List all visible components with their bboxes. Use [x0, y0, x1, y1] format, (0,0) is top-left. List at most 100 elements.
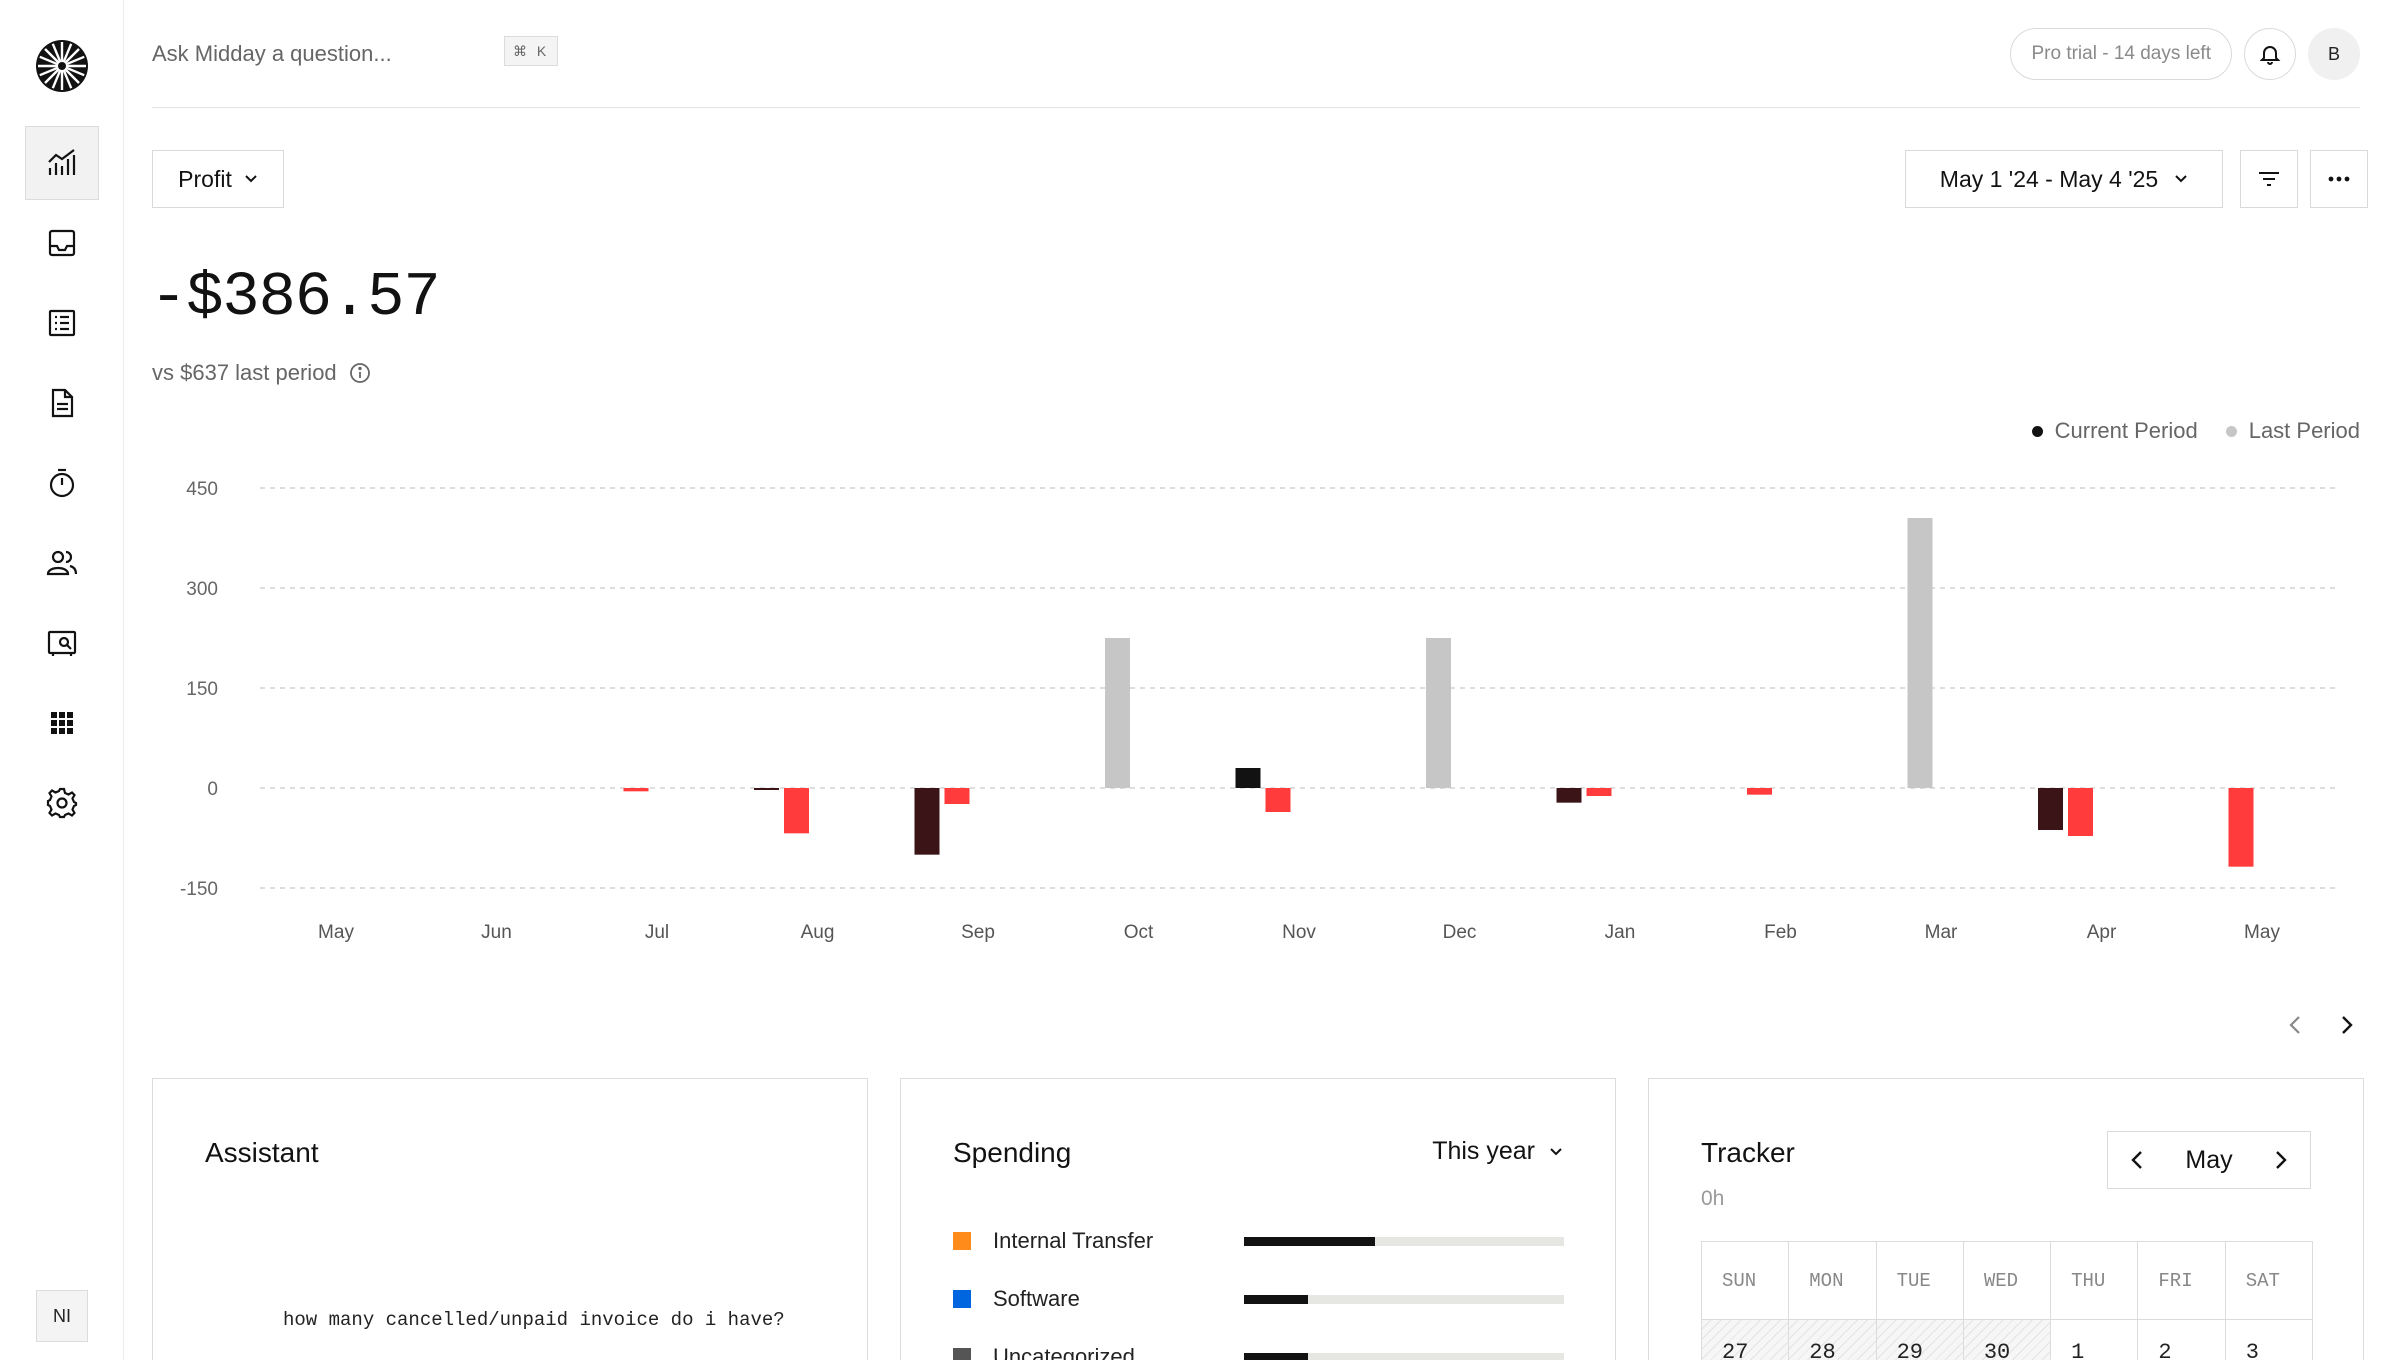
sidebar-item-settings[interactable]	[25, 766, 99, 840]
chevron-right-icon	[2342, 1016, 2353, 1034]
users-icon	[46, 550, 78, 576]
spending-period-select[interactable]: This year	[1432, 1137, 1563, 1166]
weekday-header: THU	[2051, 1242, 2139, 1320]
chevron-left-icon	[2289, 1016, 2300, 1034]
spending-title: Spending	[953, 1137, 1072, 1168]
legend-last-dot	[2225, 425, 2237, 437]
x-tick-label: Mar	[1925, 922, 1958, 943]
sidebar-item-overview[interactable]	[25, 126, 99, 200]
next-page-button[interactable]	[2332, 1010, 2362, 1040]
sidebar-item-invoices[interactable]	[25, 366, 99, 440]
y-tick-label: -150	[180, 879, 218, 900]
spending-bar-fill	[1244, 1294, 1308, 1304]
x-tick-label: Jun	[481, 922, 512, 943]
calendar-day[interactable]: 29	[1876, 1320, 1964, 1360]
weekday-header: SAT	[2225, 1242, 2313, 1320]
current-period-bar	[914, 788, 940, 855]
chevron-left-icon[interactable]	[2130, 1150, 2144, 1170]
spending-item[interactable]: Internal Transfer	[953, 1221, 1564, 1261]
avatar[interactable]: B	[2308, 28, 2360, 80]
last-period-bar	[1265, 788, 1291, 812]
spending-item-label: Internal Transfer	[993, 1228, 1154, 1253]
midday-logo[interactable]	[34, 38, 90, 94]
current-period-bar	[1556, 788, 1582, 803]
weekday-header: TUE	[1876, 1242, 1964, 1320]
spending-swatch	[953, 1348, 971, 1360]
calendar-day[interactable]: 30	[1963, 1320, 2052, 1360]
x-tick-label: May	[318, 922, 354, 943]
filter-icon	[2259, 172, 2279, 186]
x-tick-label: Aug	[801, 922, 835, 943]
sidebar-item-tracker[interactable]	[25, 446, 99, 520]
calendar-week-row: 27 28 29 30 1 2 3	[1702, 1320, 2313, 1360]
last-period-bar	[1426, 638, 1451, 788]
spending-bar-fill	[1244, 1236, 1376, 1246]
top-header: ⌘ K Pro trial - 14 days left B	[152, 0, 2360, 108]
sidebar-item-transactions[interactable]	[25, 286, 99, 360]
legend-last: Last Period	[2225, 418, 2360, 444]
sidebar-item-inbox[interactable]	[25, 206, 99, 280]
previous-page-button[interactable]	[2280, 1010, 2310, 1040]
spending-bar-track	[1244, 1236, 1564, 1246]
notifications-button[interactable]	[2244, 28, 2296, 80]
x-tick-label: Sep	[961, 922, 995, 943]
chart-icon	[48, 149, 76, 175]
spending-item[interactable]: Software	[953, 1279, 1564, 1319]
document-icon	[51, 388, 74, 418]
y-tick-label: 300	[186, 579, 218, 600]
weekday-header: WED	[1963, 1242, 2052, 1320]
tracker-calendar: SUN MON TUE WED THU FRI SAT 27 28 29 30 …	[1701, 1241, 2313, 1360]
calendar-day[interactable]: 27	[1702, 1320, 1790, 1360]
sidebar-item-apps[interactable]	[25, 686, 99, 760]
x-tick-label: Dec	[1443, 922, 1477, 943]
comparison-text: vs $637 last period	[152, 360, 371, 386]
metric-select[interactable]: Profit	[152, 150, 284, 208]
chevron-down-icon	[1550, 1147, 1562, 1155]
spending-bar-fill	[1244, 1352, 1308, 1360]
chevron-down-icon	[2175, 175, 2187, 183]
legend-last-label: Last Period	[2248, 418, 2360, 443]
sidebar-item-vault[interactable]	[25, 606, 99, 680]
spending-item-label: Software	[993, 1286, 1080, 1311]
date-range-picker[interactable]: May 1 '24 - May 4 '25	[1905, 150, 2223, 208]
profit-total: -$386.57	[150, 262, 441, 333]
date-range-label: May 1 '24 - May 4 '25	[1939, 165, 2159, 192]
spending-item[interactable]: Uncategorized	[953, 1337, 1564, 1360]
search-input[interactable]	[152, 34, 532, 74]
sidebar-item-customers[interactable]	[25, 526, 99, 600]
list-icon	[48, 309, 76, 337]
spending-card: Spending This year Internal Transfer Sof…	[900, 1078, 1616, 1360]
last-period-bar	[2228, 788, 2254, 867]
last-period-bar	[944, 788, 970, 804]
legend-current: Current Period	[2031, 418, 2198, 444]
y-tick-label: 0	[207, 779, 218, 800]
info-icon[interactable]	[349, 362, 371, 384]
calendar-day[interactable]: 3	[2226, 1320, 2313, 1360]
chart-legend: Current Period Last Period	[2031, 418, 2360, 444]
spending-item-label: Uncategorized	[993, 1344, 1135, 1360]
last-period-bar	[623, 788, 649, 792]
y-tick-label: 150	[186, 679, 218, 700]
tracker-card: Tracker 0h May SUN MON TUE WED THU FRI S…	[1648, 1078, 2364, 1360]
trial-badge[interactable]: Pro trial - 14 days left	[2010, 28, 2232, 80]
comparison-label: vs $637 last period	[152, 360, 337, 385]
spending-swatch	[953, 1290, 971, 1308]
gear-icon	[46, 787, 78, 819]
month-navigator: May	[2107, 1131, 2311, 1189]
user-initials-button[interactable]: NI	[36, 1290, 88, 1342]
calendar-day[interactable]: 2	[2138, 1320, 2226, 1360]
weekday-header: FRI	[2138, 1242, 2226, 1320]
chevron-down-icon	[245, 175, 257, 183]
legend-current-dot	[2031, 425, 2043, 437]
sidebar: NI	[0, 0, 124, 1360]
spending-bar-track	[1244, 1352, 1564, 1360]
calendar-day[interactable]: 28	[1789, 1320, 1877, 1360]
calendar-day[interactable]: 1	[2051, 1320, 2139, 1360]
assistant-title: Assistant	[205, 1137, 319, 1168]
weekday-header: MON	[1789, 1242, 1877, 1320]
inbox-icon	[48, 229, 76, 257]
filter-button[interactable]	[2240, 150, 2298, 208]
chevron-right-icon[interactable]	[2274, 1150, 2288, 1170]
more-options-button[interactable]	[2310, 150, 2368, 208]
assistant-message[interactable]: how many cancelled/unpaid invoice do i h…	[283, 1309, 785, 1331]
